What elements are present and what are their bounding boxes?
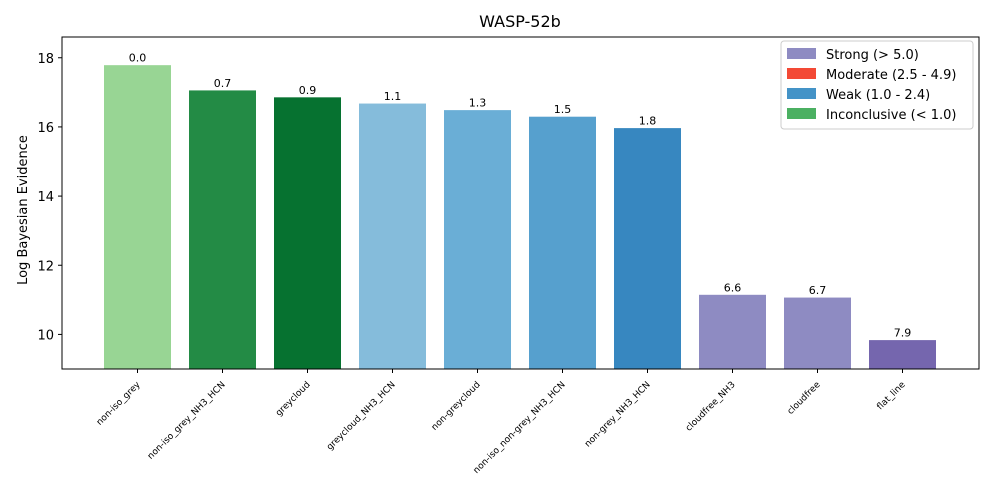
y-tick-label: 12 bbox=[37, 259, 54, 274]
chart-title: WASP-52b bbox=[479, 12, 561, 31]
data-label: 1.8 bbox=[639, 115, 657, 128]
bar-non-iso_non-grey_NH3_HCN bbox=[528, 115, 597, 370]
bar-cloudfree_NH3 bbox=[698, 293, 767, 370]
data-label: 0.0 bbox=[129, 52, 147, 65]
plot-frame bbox=[61, 36, 980, 370]
legend-label: Inconclusive (< 1.0) bbox=[826, 108, 956, 123]
data-label: 0.7 bbox=[214, 77, 232, 90]
x-tick-label: greycloud bbox=[274, 380, 313, 419]
bars-group: 0.0 0.7 0.9 1.1 1.3 1.5 1.8 6.6 6.7 7.9 bbox=[103, 52, 937, 370]
x-tick-label: non-grey_NH3_HCN bbox=[583, 380, 652, 449]
legend-label: Moderate (2.5 - 4.9) bbox=[826, 68, 956, 83]
y-tick-label: 16 bbox=[37, 121, 54, 136]
legend-swatch bbox=[787, 68, 816, 79]
x-tick-label: non-iso_non-grey_NH3_HCN bbox=[472, 380, 568, 476]
legend-box bbox=[780, 40, 974, 130]
data-label: 1.5 bbox=[554, 103, 572, 116]
data-label: 1.1 bbox=[384, 90, 402, 103]
bar-greycloud bbox=[273, 96, 342, 370]
y-axis-label: Log Bayesian Evidence bbox=[16, 135, 31, 285]
data-label: 1.3 bbox=[469, 97, 487, 110]
bar-non-iso_grey bbox=[103, 64, 172, 370]
x-tick-label: non-greycloud bbox=[430, 380, 483, 433]
bar-flat_line bbox=[868, 339, 937, 370]
bar-non-iso_grey_NH3_HCN bbox=[188, 89, 257, 370]
bar-non-greycloud bbox=[443, 109, 512, 370]
data-label: 6.7 bbox=[809, 284, 827, 297]
x-tick-label: flat_line bbox=[875, 380, 907, 412]
x-tick-label: cloudfree bbox=[786, 380, 823, 417]
data-label: 6.6 bbox=[724, 281, 742, 294]
x-tick-label: non-iso_grey bbox=[95, 380, 143, 428]
legend-label: Weak (1.0 - 2.4) bbox=[826, 88, 930, 103]
y-tick-label: 10 bbox=[37, 328, 54, 343]
x-tick-label: cloudfree_NH3 bbox=[684, 380, 738, 434]
y-tick-label: 14 bbox=[37, 190, 54, 205]
legend-swatch bbox=[787, 48, 816, 59]
x-tick-label: greycloud_NH3_HCN bbox=[325, 380, 397, 452]
legend-label: Strong (> 5.0) bbox=[826, 48, 919, 63]
data-label: 7.9 bbox=[894, 327, 912, 340]
bar-non-grey_NH3_HCN bbox=[613, 127, 682, 370]
bar-greycloud_NH3_HCN bbox=[358, 102, 427, 370]
legend-swatch bbox=[787, 88, 816, 99]
legend: Strong (> 5.0) Moderate (2.5 - 4.9) Weak (… bbox=[780, 40, 974, 130]
bar-cloudfree bbox=[783, 296, 852, 370]
y-tick-label: 18 bbox=[37, 52, 54, 67]
x-tick-label: non-iso_grey_NH3_HCN bbox=[146, 380, 228, 462]
legend-swatch bbox=[787, 108, 816, 119]
data-label: 0.9 bbox=[299, 84, 317, 97]
